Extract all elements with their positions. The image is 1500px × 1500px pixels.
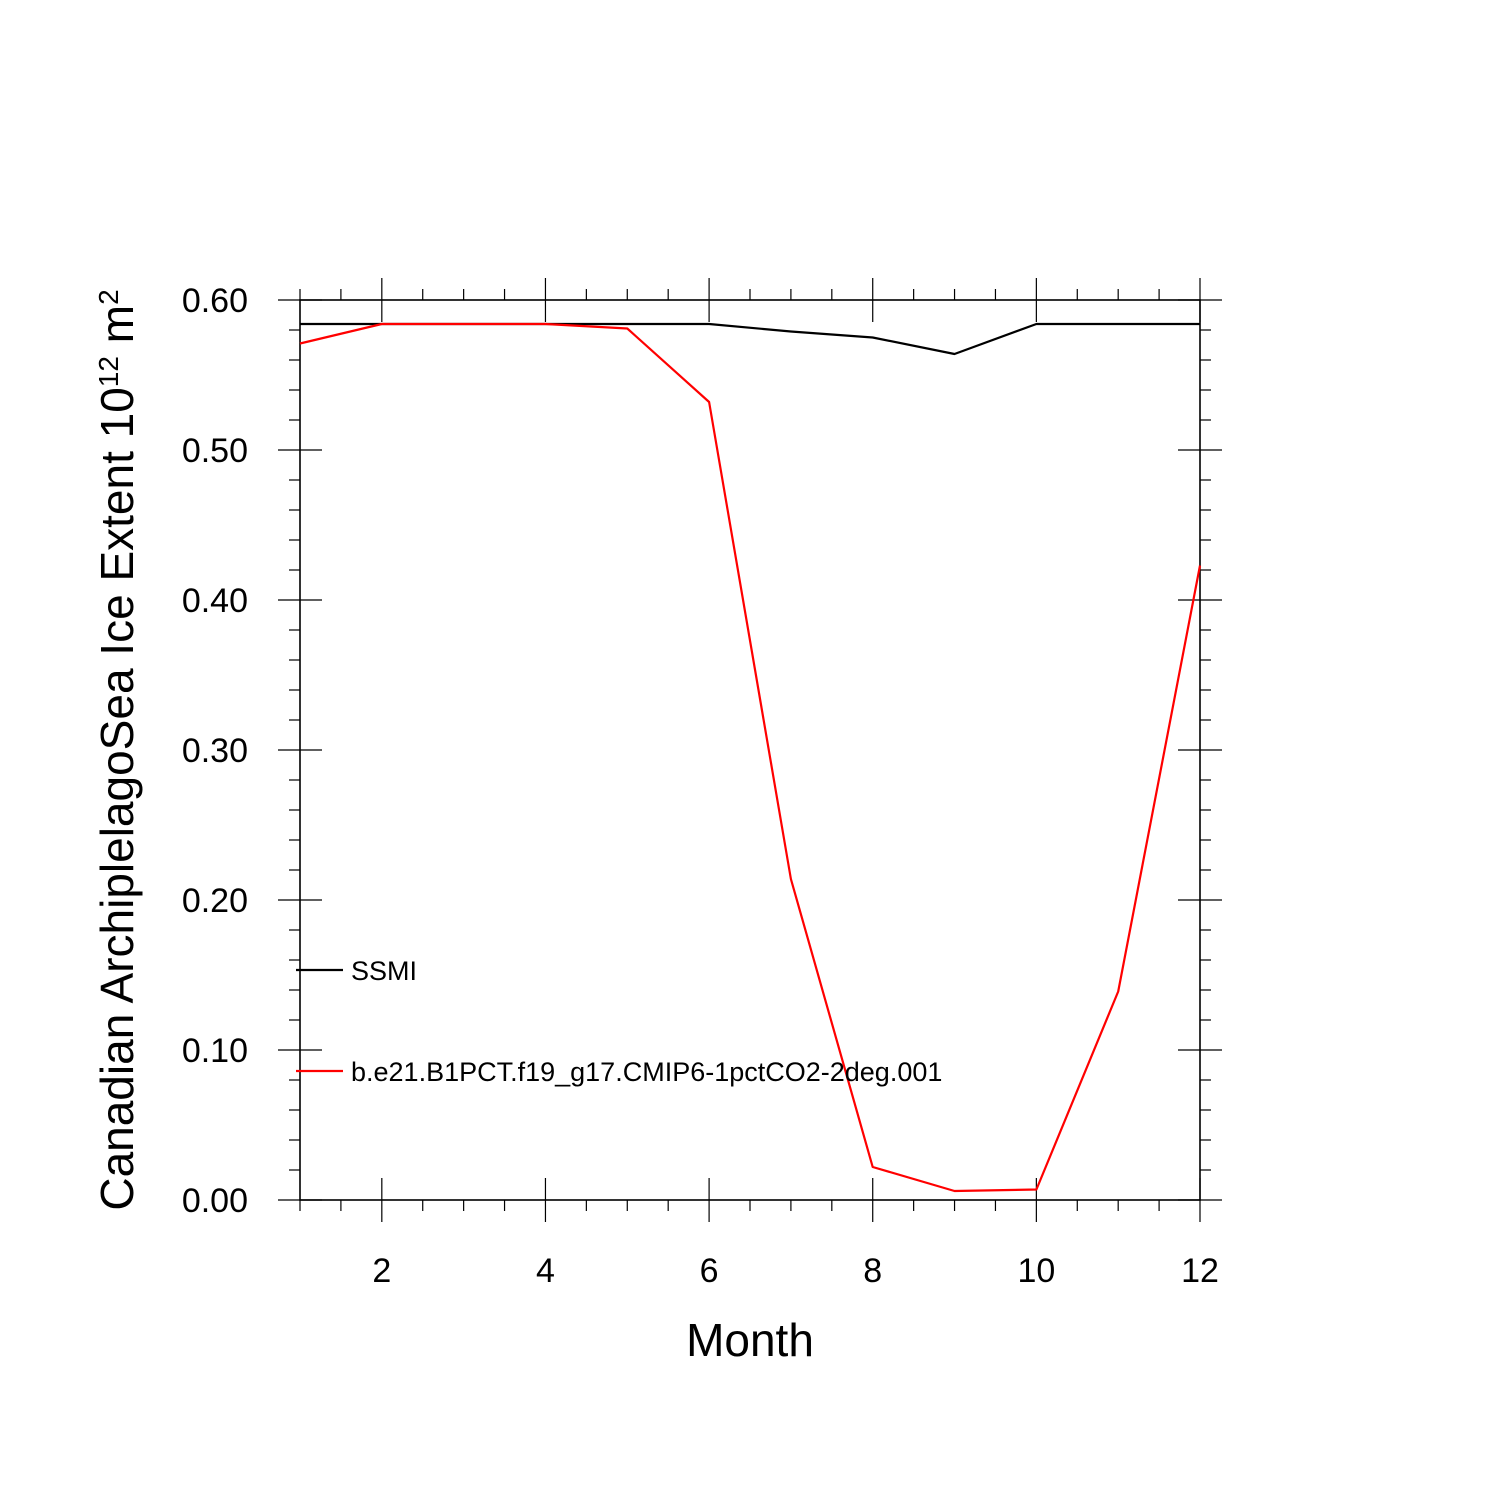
x-tick-labels: 2 4 6 8 10 12 — [372, 1252, 1219, 1290]
minor-ticks — [289, 289, 1211, 1211]
legend-label: b.e21.B1PCT.f19_g17.CMIP6-1pctCO2-2deg.0… — [351, 1057, 942, 1087]
y-tick-label: 0.00 — [182, 1182, 248, 1220]
y-axis-title-unit-exponent: 2 — [93, 289, 124, 305]
x-tick-label: 10 — [1017, 1252, 1055, 1290]
y-tick-label: 0.40 — [182, 582, 248, 620]
y-tick-label: 0.20 — [182, 882, 248, 920]
x-tick-label: 12 — [1181, 1252, 1219, 1290]
legend-label: SSMI — [351, 956, 417, 986]
x-axis-title: Month — [686, 1314, 814, 1366]
y-tick-label: 0.30 — [182, 732, 248, 770]
x-tick-label: 8 — [863, 1252, 882, 1290]
x-tick-label: 2 — [372, 1252, 391, 1290]
series-line-2 — [299, 322, 1202, 1193]
plot-frame — [299, 299, 1201, 1201]
y-tick-label: 0.60 — [182, 282, 248, 320]
y-axis-title-exponent: 12 — [93, 356, 124, 387]
x-tick-label: 4 — [536, 1252, 555, 1290]
y-tick-label: 0.50 — [182, 432, 248, 470]
y-axis-title: Canadian ArchiplelagoSea Ice Extent 1012… — [91, 289, 143, 1210]
series-group — [299, 322, 1202, 1193]
y-tick-labels: 0.00 0.10 0.20 0.30 0.40 0.50 0.60 — [182, 282, 248, 1220]
legend: SSMI b.e21.B1PCT.f19_g17.CMIP6-1pctCO2-2d… — [296, 956, 942, 1087]
y-axis-title-unit: m — [91, 305, 143, 356]
y-axis-title-text: Canadian ArchiplelagoSea Ice Extent 10 — [91, 387, 143, 1210]
y-tick-label: 0.10 — [182, 1032, 248, 1070]
x-tick-label: 6 — [700, 1252, 719, 1290]
series-line-1 — [300, 322, 1200, 356]
